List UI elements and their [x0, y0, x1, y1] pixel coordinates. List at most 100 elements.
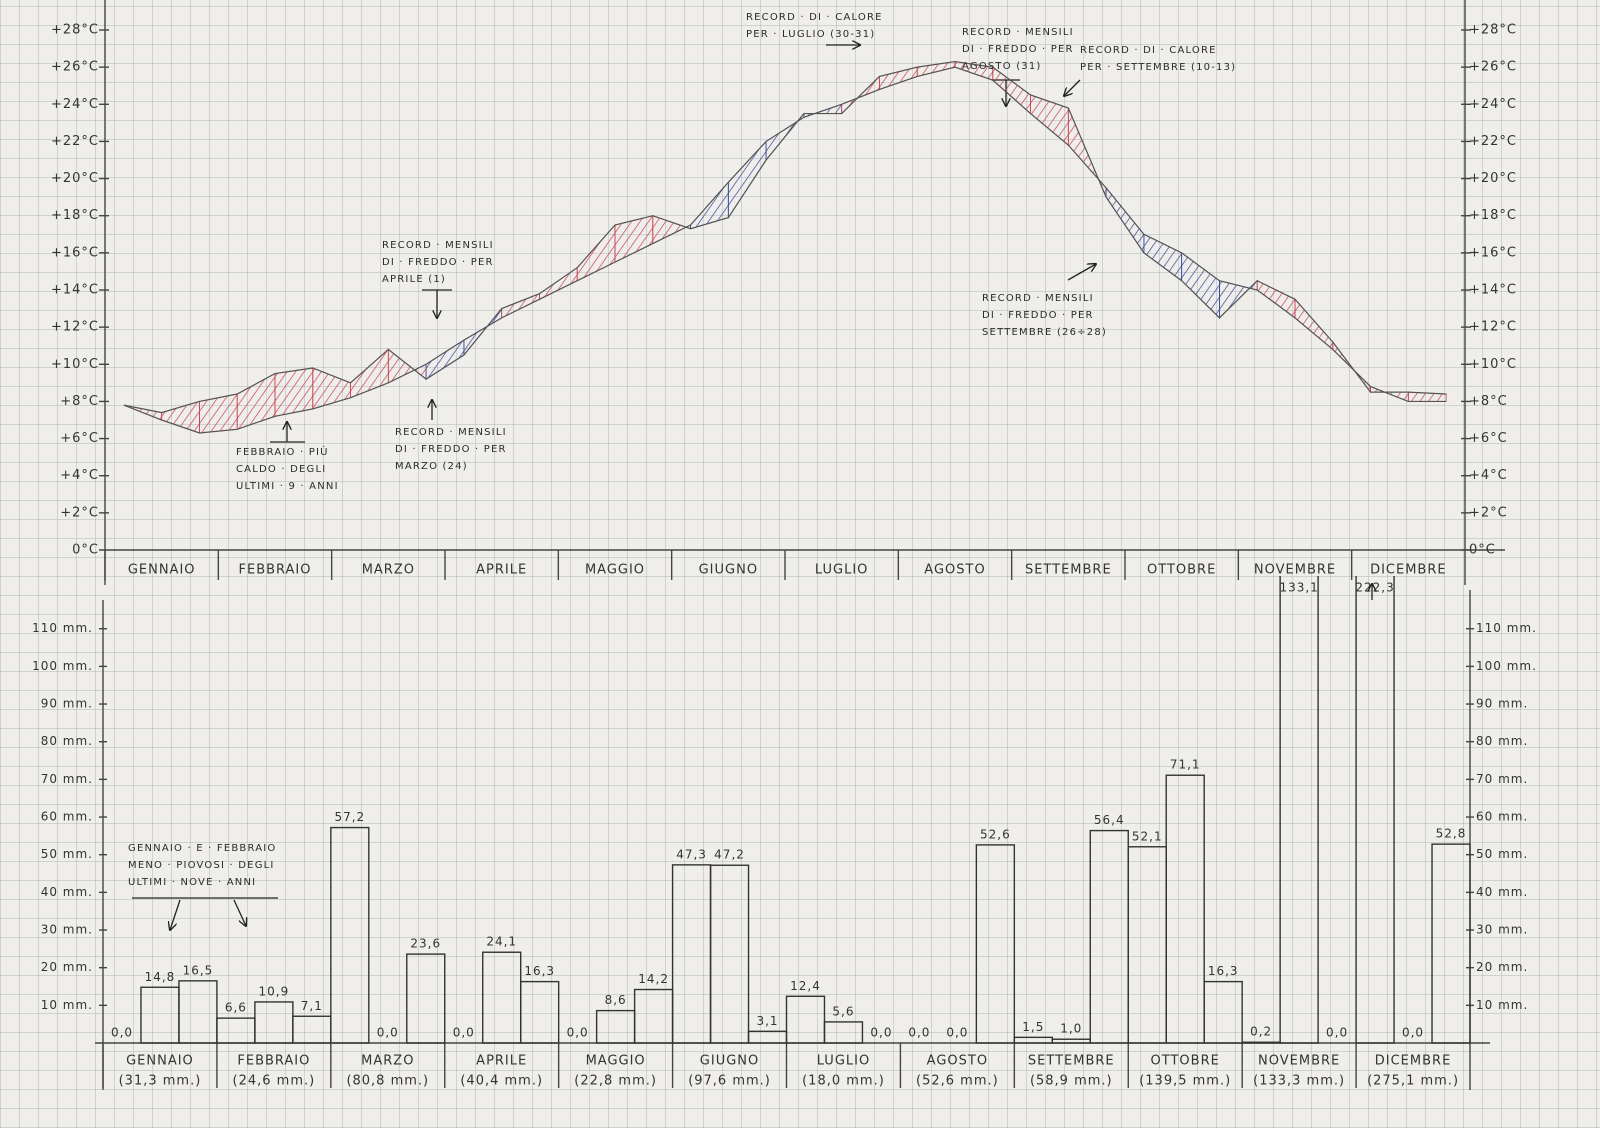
month-label: MAGGIO: [585, 563, 645, 578]
month-label: SETTEMBRE: [1028, 1054, 1115, 1069]
bar-label: 133,1: [1279, 581, 1318, 595]
annotation: DI · FREDDO · PER: [382, 257, 494, 268]
bar-label: 6,6: [225, 1001, 247, 1015]
annotation: APRILE (1): [382, 274, 446, 285]
bar: [292, 1015, 332, 1044]
bar-label: 14,2: [638, 972, 669, 986]
hatch-area: [1030, 94, 1069, 146]
y-tick-label: +24°C: [51, 97, 99, 112]
annotation: FEBBRAIO · PIÙ: [236, 445, 329, 458]
month-label: LUGLIO: [815, 563, 869, 578]
y2-tick-label: +6°C: [1469, 431, 1508, 446]
bar: [785, 995, 826, 1044]
y2-tick-label: 80 mm.: [1476, 734, 1528, 748]
y2-tick-label: +16°C: [1469, 245, 1517, 260]
month-total: (22,8 mm.): [574, 1074, 657, 1089]
month-label: LUGLIO: [817, 1054, 871, 1069]
bar-label: 0,2: [1250, 1025, 1272, 1039]
y-tick-label: +14°C: [51, 283, 99, 298]
y2-tick-label: +10°C: [1469, 357, 1517, 372]
y-tick-label: 0°C: [72, 543, 99, 558]
y-tick-label: 90 mm.: [41, 697, 93, 711]
bar: [330, 826, 370, 1044]
arrow: [1064, 79, 1081, 96]
bar-label: 0,0: [870, 1026, 892, 1040]
month-total: (18,0 mm.): [802, 1074, 885, 1089]
bar: [1127, 846, 1167, 1044]
bar: [482, 951, 522, 1044]
bar-label: 24,1: [486, 935, 517, 949]
arrow: [170, 899, 181, 930]
bar-label: 57,2: [334, 810, 365, 824]
month-total: (80,8 mm.): [346, 1074, 429, 1089]
bar-label: 52,8: [1436, 827, 1467, 841]
month-label: MAGGIO: [586, 1054, 646, 1069]
bar-label: 16,3: [1208, 964, 1239, 978]
bar-label: 222,3: [1355, 581, 1394, 595]
bar: [709, 864, 750, 1044]
hatch-area: [652, 215, 691, 245]
hatch-area: [1256, 280, 1296, 319]
month-label: GIUGNO: [700, 1054, 759, 1069]
annotation: RECORD · MENSILI: [962, 27, 1074, 38]
y2-tick-label: +28°C: [1469, 23, 1517, 38]
bar: [254, 1001, 294, 1044]
annotation-arrows: [132, 45, 1372, 930]
bar-label: 0,0: [1326, 1026, 1348, 1040]
hatch-area: [161, 400, 200, 434]
annotation: DI · FREDDO · PER: [962, 44, 1074, 55]
annotation: RECORD · DI · CALORE: [1080, 45, 1217, 56]
y2-tick-label: 30 mm.: [1476, 923, 1528, 937]
bar: [975, 844, 1016, 1044]
y2-tick-label: 0°C: [1469, 543, 1496, 558]
y2-tick-label: +22°C: [1469, 134, 1517, 149]
y2-tick-label: 60 mm.: [1476, 810, 1528, 824]
month-label: AGOSTO: [927, 1054, 988, 1069]
bar-label: 56,4: [1094, 813, 1125, 827]
bar-label: 52,6: [980, 827, 1011, 841]
y2-tick-label: +26°C: [1469, 60, 1517, 75]
y-tick-label: 20 mm.: [41, 960, 93, 974]
bar-label: 14,8: [145, 970, 176, 984]
month-label: NOVEMBRE: [1258, 1054, 1340, 1069]
y-tick-label: +6°C: [60, 431, 99, 446]
annotation: PER · SETTEMBRE (10-13): [1080, 62, 1236, 73]
y-tick-label: +10°C: [51, 357, 99, 372]
bar-label: 0,0: [377, 1026, 399, 1040]
annotation: PER · LUGLIO (30-31): [746, 29, 875, 40]
month-label: APRILE: [476, 1054, 527, 1069]
y-tick-label: +16°C: [51, 245, 99, 260]
month-total: (52,6 mm.): [916, 1074, 999, 1089]
y2-tick-label: 100 mm.: [1476, 659, 1537, 673]
y2-tick-label: 90 mm.: [1476, 697, 1528, 711]
annotation: ULTIMI · NOVE · ANNI: [128, 877, 256, 888]
bar: [140, 986, 180, 1044]
bar: [595, 1009, 636, 1044]
bar-label: 0,0: [1402, 1026, 1424, 1040]
bar: [823, 1021, 864, 1044]
temperature-line: [123, 66, 1447, 434]
month-label: MARZO: [362, 563, 415, 578]
hatch-area: [425, 339, 465, 380]
bar-label: 47,2: [714, 848, 745, 862]
bar-label: 5,6: [832, 1004, 854, 1018]
month-label: FEBBRAIO: [237, 1054, 310, 1069]
bar: [1051, 1038, 1091, 1044]
bar-label: 1,5: [1022, 1020, 1044, 1034]
month-label: OTTOBRE: [1151, 1054, 1220, 1069]
annotation: AGOSTO (31): [962, 61, 1042, 72]
annotation: RECORD · MENSILI: [982, 293, 1094, 304]
bars: [140, 576, 1471, 1044]
y-tick-label: +8°C: [60, 394, 99, 409]
y2-tick-label: +8°C: [1469, 394, 1508, 409]
y2-tick-label: +20°C: [1469, 171, 1517, 186]
month-label: GIUGNO: [699, 563, 758, 578]
y-tick-label: 80 mm.: [41, 734, 93, 748]
bar: [1203, 980, 1243, 1044]
bar: [406, 953, 446, 1044]
annotation: RECORD · MENSILI: [382, 240, 494, 251]
y2-tick-label: +14°C: [1469, 283, 1517, 298]
y-tick-label: +20°C: [51, 171, 99, 186]
